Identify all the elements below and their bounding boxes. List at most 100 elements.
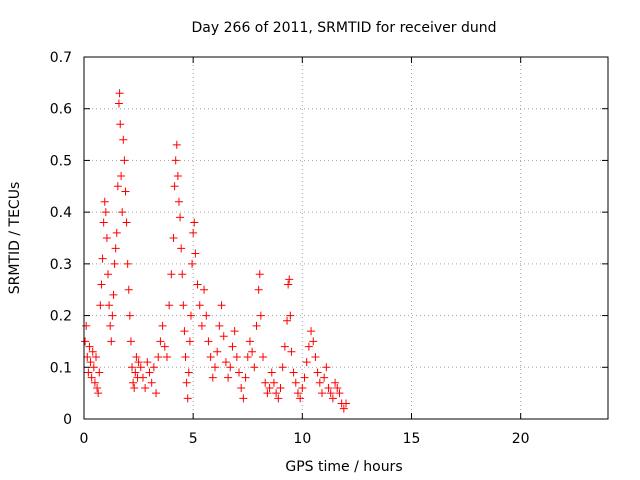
y-tick-label: 0.2 [50, 309, 72, 325]
data-point [226, 363, 235, 372]
data-point [116, 120, 125, 129]
data-point [302, 358, 311, 367]
data-point [298, 383, 307, 392]
chart-title: Day 266 of 2011, SRMTID for receiver dun… [192, 20, 497, 36]
data-point [184, 368, 193, 377]
y-tick-label: 0.4 [50, 205, 72, 221]
data-point [307, 327, 316, 336]
data-point [228, 342, 237, 351]
data-point [87, 373, 96, 382]
data-point [211, 363, 219, 372]
data-point [293, 389, 302, 398]
scatter-points [81, 89, 350, 413]
data-point [84, 368, 93, 377]
data-point [177, 244, 186, 253]
data-point [100, 197, 109, 206]
x-tick-label: 15 [403, 431, 421, 447]
data-point [122, 218, 131, 227]
grid [84, 57, 608, 419]
y-axis-label: SRMTID / TECUs [7, 182, 23, 295]
data-point [134, 358, 143, 367]
data-point [206, 352, 215, 361]
data-point [165, 301, 174, 310]
x-tick-label: 0 [80, 431, 89, 447]
data-point [147, 378, 156, 387]
x-axis-label: GPS time / hours [285, 459, 402, 475]
data-point [178, 270, 187, 279]
y-tick-label: 0.7 [50, 50, 72, 66]
data-point [123, 259, 132, 268]
data-point [96, 301, 105, 310]
x-tick-label: 5 [189, 431, 198, 447]
data-point [256, 311, 265, 320]
x-tick-label: 10 [293, 431, 311, 447]
data-point [114, 99, 123, 108]
data-point [92, 352, 101, 361]
data-point [99, 218, 108, 227]
data-point [255, 270, 264, 279]
data-point [250, 363, 259, 372]
data-point [88, 347, 97, 356]
data-point [315, 378, 324, 387]
data-point [149, 363, 158, 372]
data-point [254, 285, 263, 294]
data-point [304, 342, 313, 351]
data-point [320, 373, 329, 382]
data-point [119, 135, 128, 144]
data-point [183, 394, 192, 403]
y-tick-label: 0.1 [50, 360, 72, 376]
data-point [189, 228, 198, 237]
data-point [213, 347, 222, 356]
data-point [243, 352, 252, 361]
data-point [202, 311, 211, 320]
data-point [190, 218, 199, 227]
data-point [259, 352, 268, 361]
data-point [110, 259, 119, 268]
data-point [107, 337, 116, 346]
data-point [200, 285, 209, 294]
data-point [221, 358, 230, 367]
data-point [217, 301, 226, 310]
data-point [289, 368, 298, 377]
data-point [158, 321, 167, 330]
y-tick-label: 0.6 [50, 102, 72, 118]
data-point [109, 290, 118, 299]
data-point [186, 311, 195, 320]
data-point [93, 383, 102, 392]
data-point [129, 378, 138, 387]
data-point [126, 337, 135, 346]
data-point [317, 389, 326, 398]
data-point [188, 259, 197, 268]
data-point [138, 373, 147, 382]
y-tick-labels: 0 0.1 0.2 0.3 0.4 0.5 0.6 0.7 [50, 50, 72, 428]
data-point [204, 337, 213, 346]
data-point [154, 352, 163, 361]
data-point [90, 378, 99, 387]
data-point [237, 383, 246, 392]
data-point [208, 373, 217, 382]
data-point [287, 347, 296, 356]
data-point [171, 156, 180, 165]
data-point [265, 383, 274, 392]
data-point [283, 316, 292, 325]
data-point [174, 197, 183, 206]
data-point [239, 394, 248, 403]
data-point [111, 244, 120, 253]
data-point [311, 352, 320, 361]
data-point [173, 171, 182, 180]
y-tick-label: 0 [63, 412, 72, 428]
data-point [296, 394, 305, 403]
data-point [95, 368, 104, 377]
data-point [97, 280, 106, 289]
data-point [105, 301, 114, 310]
data-point [141, 383, 150, 392]
data-point [121, 187, 130, 196]
data-point [112, 228, 121, 237]
data-point [335, 389, 344, 398]
data-point [285, 275, 294, 284]
plot-frame [83, 56, 609, 420]
data-point [132, 352, 141, 361]
data-point [89, 363, 98, 372]
data-point [291, 378, 300, 387]
